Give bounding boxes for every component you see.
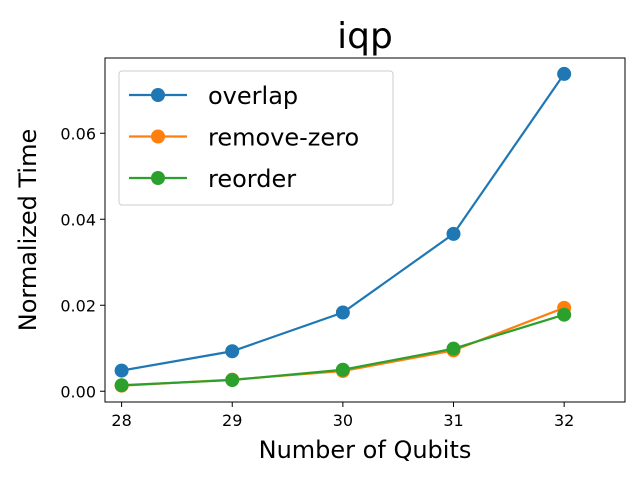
data-point xyxy=(446,341,461,356)
legend-item: reorder xyxy=(129,165,296,193)
legend-swatch-marker xyxy=(151,129,165,144)
x-tick-label: 31 xyxy=(443,411,463,430)
x-tick-label: 32 xyxy=(554,411,574,430)
x-tick-label: 30 xyxy=(333,411,353,430)
legend-item: overlap xyxy=(129,82,298,110)
data-point xyxy=(557,307,572,322)
chart-title: iqp xyxy=(337,16,393,57)
data-point xyxy=(114,363,129,378)
legend-swatch-marker xyxy=(151,88,165,102)
data-point xyxy=(335,362,350,377)
data-point xyxy=(557,66,572,81)
y-axis-label: Normalized Time xyxy=(14,129,42,331)
series-overlap xyxy=(114,66,572,378)
y-tick-label: 0.00 xyxy=(60,382,96,401)
legend-label: remove-zero xyxy=(208,124,359,152)
data-point xyxy=(225,344,240,359)
legend: overlap remove-zero reorder xyxy=(118,70,394,206)
data-point xyxy=(335,305,350,320)
x-axis-label: Number of Qubits xyxy=(259,436,472,464)
y-tick-label: 0.02 xyxy=(60,296,96,315)
legend-frame xyxy=(118,70,394,206)
legend-item: remove-zero xyxy=(129,124,359,152)
legend-swatch-marker xyxy=(151,171,165,185)
plot-area xyxy=(114,66,572,393)
data-point xyxy=(446,226,461,241)
y-tick-label: 0.06 xyxy=(60,124,96,143)
legend-label: overlap xyxy=(208,82,298,110)
y-tick-label: 0.04 xyxy=(60,210,96,229)
x-tick-label: 29 xyxy=(222,411,242,430)
plot-frame xyxy=(104,57,626,403)
axis-ticks: 28 29 30 31 32 0.00 0.02 0.04 0.06 xyxy=(60,124,574,430)
legend-label: reorder xyxy=(208,165,296,193)
data-point xyxy=(225,373,240,388)
x-tick-label: 28 xyxy=(111,411,131,430)
data-point xyxy=(114,378,129,393)
series-reorder xyxy=(114,307,572,393)
